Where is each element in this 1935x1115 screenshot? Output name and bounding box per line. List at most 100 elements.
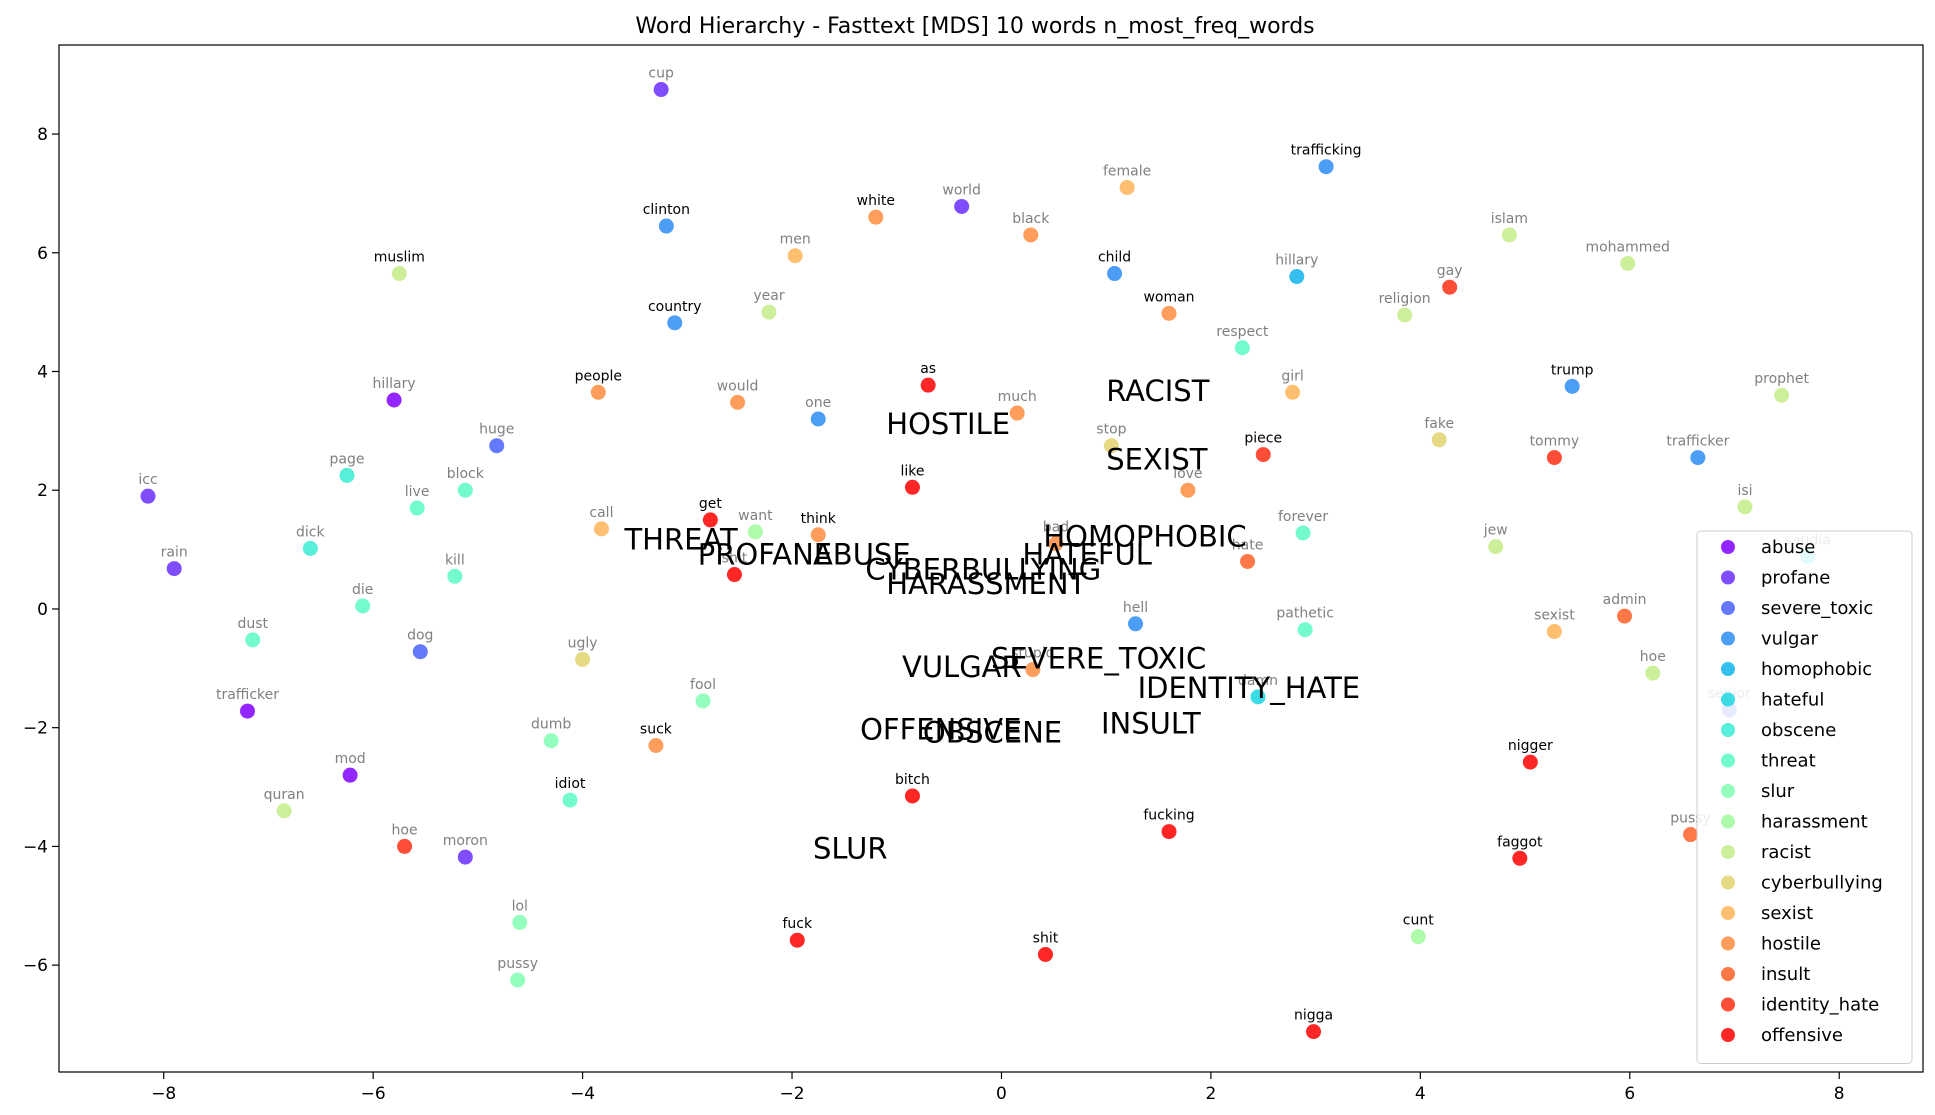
scatter-point: pathetic [1276, 606, 1334, 638]
scatter-point: rain [161, 545, 188, 577]
scatter-point: get [699, 496, 723, 528]
category-label: SEXIST [1106, 442, 1208, 476]
point-marker [1546, 624, 1562, 640]
point-label: cunt [1403, 913, 1434, 929]
point-marker [543, 733, 559, 749]
point-label: suck [640, 721, 673, 737]
category-label: SEVERE_TOXIC [991, 641, 1206, 675]
point-label: girl [1281, 368, 1303, 384]
point-label: people [575, 368, 622, 384]
point-marker [1023, 227, 1039, 243]
point-marker [276, 803, 292, 819]
point-label: trafficker [1666, 434, 1729, 450]
category-label: HOSTILE [886, 407, 1010, 441]
point-marker [386, 392, 402, 408]
point-label: respect [1216, 324, 1269, 340]
point-marker [726, 567, 742, 583]
scatter-point: trafficker [1666, 434, 1730, 466]
scatter-point: child [1098, 250, 1131, 282]
point-label: ugly [568, 635, 598, 651]
point-label: huge [479, 422, 514, 438]
legend-item: slur [1721, 781, 1795, 802]
point-label: pussy [497, 956, 538, 972]
scatter-point: year [753, 288, 785, 320]
legend-item: hostile [1721, 934, 1821, 955]
scatter-point: quran [264, 787, 305, 819]
point-marker [489, 438, 505, 454]
scatter-point: stupid [1011, 646, 1055, 678]
scatter-point: die [352, 582, 373, 614]
scatter-point: trafficking [1291, 143, 1362, 175]
point-marker [1297, 622, 1313, 638]
scatter-point: shit [1033, 930, 1059, 962]
scatter-point: page [329, 451, 364, 483]
category-label: INSULT [1101, 707, 1201, 741]
scatter-point: trafficker [216, 687, 279, 719]
x-tick-label: 0 [996, 1084, 1007, 1104]
scatter-point: admin [1603, 592, 1646, 624]
point-marker [761, 304, 777, 320]
y-tick-label: 0 [37, 600, 48, 620]
scatter-point: people [575, 368, 622, 400]
point-marker [166, 561, 182, 577]
point-marker [653, 82, 669, 98]
scatter-point: muslim [374, 250, 425, 282]
point-marker [789, 932, 805, 948]
scatter-point: bad [1043, 520, 1069, 552]
point-label: prophet [1754, 371, 1809, 387]
scatter-point: hoe [1640, 649, 1666, 681]
legend-item: abuse [1721, 537, 1815, 558]
category-label: CYBERBULLYING [865, 552, 1101, 586]
point-label: quran [264, 787, 305, 803]
category-label: ABUSE [813, 537, 911, 571]
point-marker [1442, 279, 1458, 295]
legend-label: vulgar [1761, 629, 1819, 650]
point-marker [1306, 1024, 1322, 1040]
scatter-point: icc [138, 472, 158, 504]
point-marker [954, 198, 970, 214]
point-label: fool [690, 677, 716, 693]
scatter-point: stop [1096, 422, 1127, 454]
point-label: shit [722, 551, 748, 567]
point-marker [1546, 450, 1562, 466]
point-label: cup [648, 66, 674, 82]
point-label: get [699, 496, 723, 512]
point-marker [810, 411, 826, 427]
scatter-point: live [405, 484, 429, 516]
scatter-point: black [1012, 211, 1050, 243]
point-marker [810, 527, 826, 543]
point-marker [1501, 227, 1517, 243]
scatter-point: fool [690, 677, 716, 709]
scatter-point: dick [296, 524, 326, 556]
point-marker [730, 394, 746, 410]
point-marker [391, 266, 407, 282]
point-label: moron [443, 833, 488, 849]
chart-title: Word Hierarchy - Fasttext [MDS] 10 words… [635, 14, 1314, 39]
scatter-point: woman [1143, 289, 1195, 321]
point-marker [457, 849, 473, 865]
legend-marker [1721, 814, 1735, 829]
scatter-point: religion [1379, 291, 1431, 323]
point-label: nigga [1294, 1008, 1333, 1024]
point-marker [1564, 378, 1580, 394]
scatter-point: bitch [895, 772, 930, 804]
scatter-point: as [920, 361, 936, 393]
category-label: OFFENSIVE [860, 713, 1021, 747]
point-marker [1240, 553, 1256, 569]
scatter-point: like [900, 463, 924, 495]
legend-marker [1721, 997, 1735, 1012]
legend-label: obscene [1761, 720, 1836, 741]
point-label: would [717, 378, 759, 394]
point-label: page [329, 451, 364, 467]
scatter-point: hate [1232, 537, 1263, 569]
scatter-point: block [447, 466, 485, 498]
point-label: stop [1096, 422, 1126, 438]
scatter-point: trump [1551, 362, 1594, 394]
point-marker [702, 512, 718, 528]
scatter-point: idiot [555, 776, 586, 808]
category-label: HOMOPHOBIC [1043, 520, 1246, 554]
point-marker [412, 644, 428, 660]
point-label: kill [445, 552, 465, 568]
point-label: islam [1491, 211, 1528, 227]
